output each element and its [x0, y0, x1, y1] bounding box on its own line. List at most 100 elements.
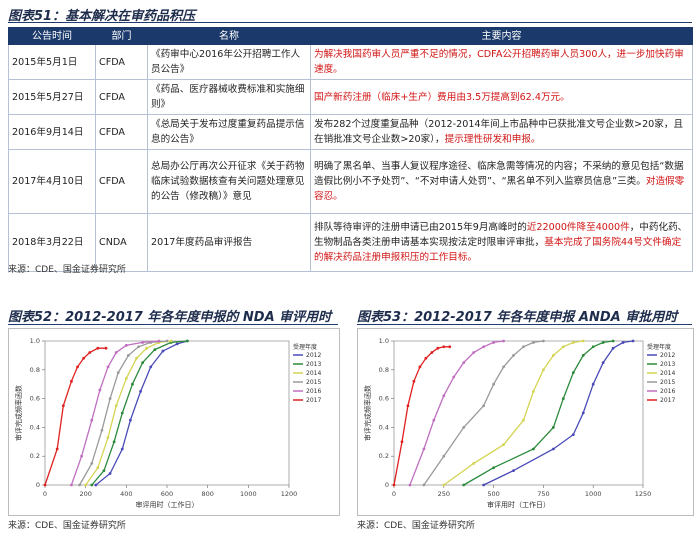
- data-point: [185, 339, 189, 343]
- highlight-text: 近22000件降至4000件: [526, 222, 630, 233]
- data-point: [631, 339, 635, 343]
- x-tick-label: 750: [537, 490, 549, 498]
- policy-table: 公告时间 部门 名称 主要内容 2015年5月1日 CFDA 《药审中心2016年公…: [8, 27, 693, 272]
- x-tick-label: 200: [79, 490, 91, 498]
- x-tick-label: 250: [438, 490, 450, 498]
- header-name: 名称: [147, 27, 311, 45]
- data-point: [88, 351, 92, 354]
- data-point: [472, 462, 476, 465]
- data-point: [96, 346, 100, 350]
- data-point: [512, 354, 515, 357]
- plot-area: [44, 340, 290, 486]
- cell-name: 《总局关于发布过度重复药品提示信息的公告》: [147, 114, 311, 150]
- data-point: [442, 483, 446, 487]
- data-point: [139, 390, 142, 393]
- y-tick-label: 0.4: [30, 423, 40, 431]
- x-axis-label: 审评用时（工作日）: [487, 500, 550, 509]
- y-tick-label: 0: [36, 481, 40, 489]
- data-point: [82, 356, 86, 360]
- cell-content: 发布282个过度重复品种（2012-2014年间上市品种中已获批准文号企业数>2…: [310, 114, 693, 150]
- data-point: [422, 483, 426, 487]
- cell-name: 总局办公厅再次公开征求《关于药物临床试验数据核查有关问题处理意见的公告（修改稿）…: [147, 149, 311, 214]
- chart52-title: 图表52：2012-2017 年各年度申报的 NDA 审评用时: [8, 310, 332, 325]
- table51-source: 来源：CDE、国金证券研究所: [8, 265, 126, 275]
- data-point: [621, 341, 625, 344]
- x-tick-label: 1000: [585, 490, 602, 498]
- legend-title: 受理年度: [647, 343, 671, 351]
- data-point: [571, 433, 575, 436]
- data-point: [442, 394, 446, 398]
- data-point: [70, 483, 73, 487]
- data-point: [442, 345, 446, 349]
- header-content: 主要内容: [310, 27, 693, 45]
- data-point: [571, 341, 575, 344]
- cell-name: 2017年度药品审评报告: [147, 213, 311, 272]
- title-rule: [8, 22, 692, 23]
- data-point: [145, 346, 149, 350]
- data-point: [129, 418, 132, 422]
- data-point: [175, 342, 179, 346]
- data-point: [76, 365, 79, 369]
- data-point: [157, 339, 161, 343]
- table-row: 2015年5月1日 CFDA 《药审中心2016年公开招聘工作人员公告》 为解决我国药…: [8, 44, 693, 80]
- data-point: [412, 379, 416, 383]
- data-point: [542, 368, 545, 372]
- content-text: ，中药化药、生物制品各类注册申请基本实现按法定时限审评审批，: [314, 222, 688, 248]
- series-line-2013: [463, 340, 614, 486]
- data-point: [112, 440, 116, 444]
- y-tick-label: 0.2: [379, 452, 389, 460]
- data-point: [561, 397, 565, 400]
- cell-dept: CFDA: [95, 44, 148, 80]
- data-point: [124, 343, 128, 347]
- data-point: [601, 361, 605, 364]
- y-axis-label: 审评完成频率函数: [14, 385, 23, 441]
- data-point: [611, 346, 615, 350]
- data-point: [406, 404, 410, 408]
- legend-item: 2017: [660, 397, 675, 404]
- data-point: [581, 354, 585, 357]
- y-tick-label: 0.8: [379, 366, 389, 374]
- data-point: [430, 351, 434, 354]
- series-line-2012: [483, 340, 634, 486]
- chart53-source: 来源：CDE、国金证券研究所: [357, 521, 475, 531]
- data-point: [61, 404, 65, 408]
- data-point: [96, 466, 100, 470]
- data-point: [126, 354, 130, 357]
- data-point: [108, 472, 112, 475]
- data-point: [141, 361, 145, 364]
- cell-dept: CFDA: [95, 114, 148, 150]
- data-point: [400, 440, 404, 444]
- y-tick-label: 0.8: [30, 366, 40, 374]
- content-text: 明确了黑名单、当事人复议程序途径、临床急需等情况的内容；不采纳的意见包括“数据造…: [314, 161, 684, 187]
- data-point: [532, 341, 535, 344]
- data-point: [502, 365, 505, 369]
- data-point: [601, 341, 605, 344]
- data-point: [70, 379, 73, 383]
- data-point: [532, 390, 535, 393]
- y-axis-label: 审评完成频率函数: [363, 385, 372, 441]
- series-line-2016: [409, 340, 504, 486]
- data-point: [462, 361, 466, 364]
- x-tick-label: 0: [43, 490, 47, 498]
- cell-content: 排队等待审评的注册申请已由2015年9月高峰时的近22000件降至4000件，中…: [310, 213, 693, 272]
- data-point: [137, 345, 140, 349]
- cell-date: 2018年3月22日: [8, 213, 96, 272]
- x-axis-label: 审评用时（工作日）: [136, 500, 199, 509]
- series-line-2015: [423, 340, 544, 486]
- data-point: [104, 346, 108, 350]
- data-point: [492, 382, 495, 386]
- nda-chart-svg: 0 200 400 600 800 1000 1200 0 0.2 0.4 0.6 0.8 1.0 审评用…: [14, 337, 321, 509]
- data-point: [392, 483, 396, 487]
- data-point: [472, 351, 476, 354]
- data-point: [442, 454, 446, 458]
- data-point: [124, 377, 128, 380]
- data-point: [482, 483, 486, 487]
- legend-item: 2016: [306, 388, 321, 395]
- data-point: [114, 404, 118, 408]
- x-tick-label: 0: [392, 490, 396, 498]
- cell-date: 2015年5月1日: [8, 44, 96, 80]
- data-point: [422, 447, 426, 451]
- legend-item: 2012: [306, 352, 321, 359]
- data-point: [131, 382, 134, 386]
- highlight-text: 对造假零容忍。: [314, 176, 685, 202]
